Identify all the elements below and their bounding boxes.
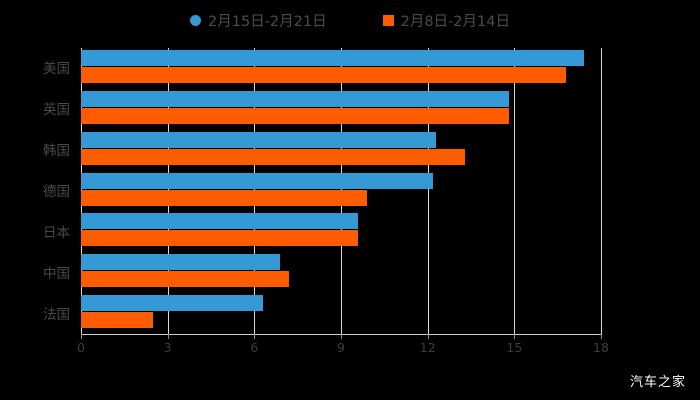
bar[interactable] bbox=[81, 90, 509, 107]
bar[interactable] bbox=[81, 148, 466, 165]
bar[interactable] bbox=[81, 312, 154, 329]
gridline bbox=[514, 48, 516, 334]
legend-label: 2月15日-2月21日 bbox=[208, 13, 327, 30]
watermark: 汽车之家 bbox=[629, 375, 686, 390]
y-tick-label: 中国 bbox=[43, 265, 70, 282]
bar[interactable] bbox=[81, 230, 359, 247]
legend-circle-icon bbox=[190, 14, 202, 26]
gridline bbox=[601, 48, 602, 334]
x-tick-label: 9 bbox=[337, 340, 345, 355]
y-tick-label: 法国 bbox=[43, 306, 70, 323]
bar[interactable] bbox=[81, 254, 281, 271]
y-tick-label: 日本 bbox=[43, 224, 70, 241]
bar[interactable] bbox=[81, 107, 509, 124]
y-tick-label: 德国 bbox=[43, 184, 70, 200]
x-tick-label: 3 bbox=[163, 340, 172, 355]
x-tick-label: 6 bbox=[250, 340, 259, 355]
bar[interactable] bbox=[81, 49, 584, 66]
gridline bbox=[427, 48, 429, 334]
y-tick-label: 韩国 bbox=[43, 143, 70, 160]
y-tick-label: 英国 bbox=[43, 102, 70, 119]
x-tick-label: 18 bbox=[593, 340, 609, 355]
chart-legend: 2月15日-2月21日 2月8日-2月14日 bbox=[0, 8, 700, 32]
x-tick-mark bbox=[427, 334, 429, 339]
bar[interactable] bbox=[81, 66, 567, 83]
x-tick-label: 15 bbox=[506, 340, 523, 355]
x-tick-mark bbox=[167, 334, 169, 339]
y-tick-label: 美国 bbox=[43, 61, 70, 78]
legend-item[interactable]: 2月8日-2月14日 bbox=[382, 10, 510, 31]
plot-area bbox=[81, 48, 602, 334]
bar[interactable] bbox=[81, 131, 437, 148]
x-tick-mark bbox=[514, 334, 516, 339]
x-tick-label: 12 bbox=[419, 340, 436, 355]
legend-item[interactable]: 2月15日-2月21日 bbox=[190, 10, 327, 31]
x-tick-mark bbox=[81, 334, 82, 339]
bar[interactable] bbox=[81, 271, 289, 288]
legend-square-icon bbox=[382, 14, 394, 26]
x-tick-mark bbox=[254, 334, 256, 339]
legend-label: 2月8日-2月14日 bbox=[400, 13, 510, 30]
bar[interactable] bbox=[81, 295, 263, 312]
x-tick-label: 0 bbox=[77, 340, 85, 355]
bar[interactable] bbox=[81, 213, 359, 230]
bar[interactable] bbox=[81, 189, 367, 206]
bar[interactable] bbox=[81, 172, 434, 189]
x-tick-mark bbox=[341, 334, 342, 339]
x-tick-mark bbox=[601, 334, 602, 339]
